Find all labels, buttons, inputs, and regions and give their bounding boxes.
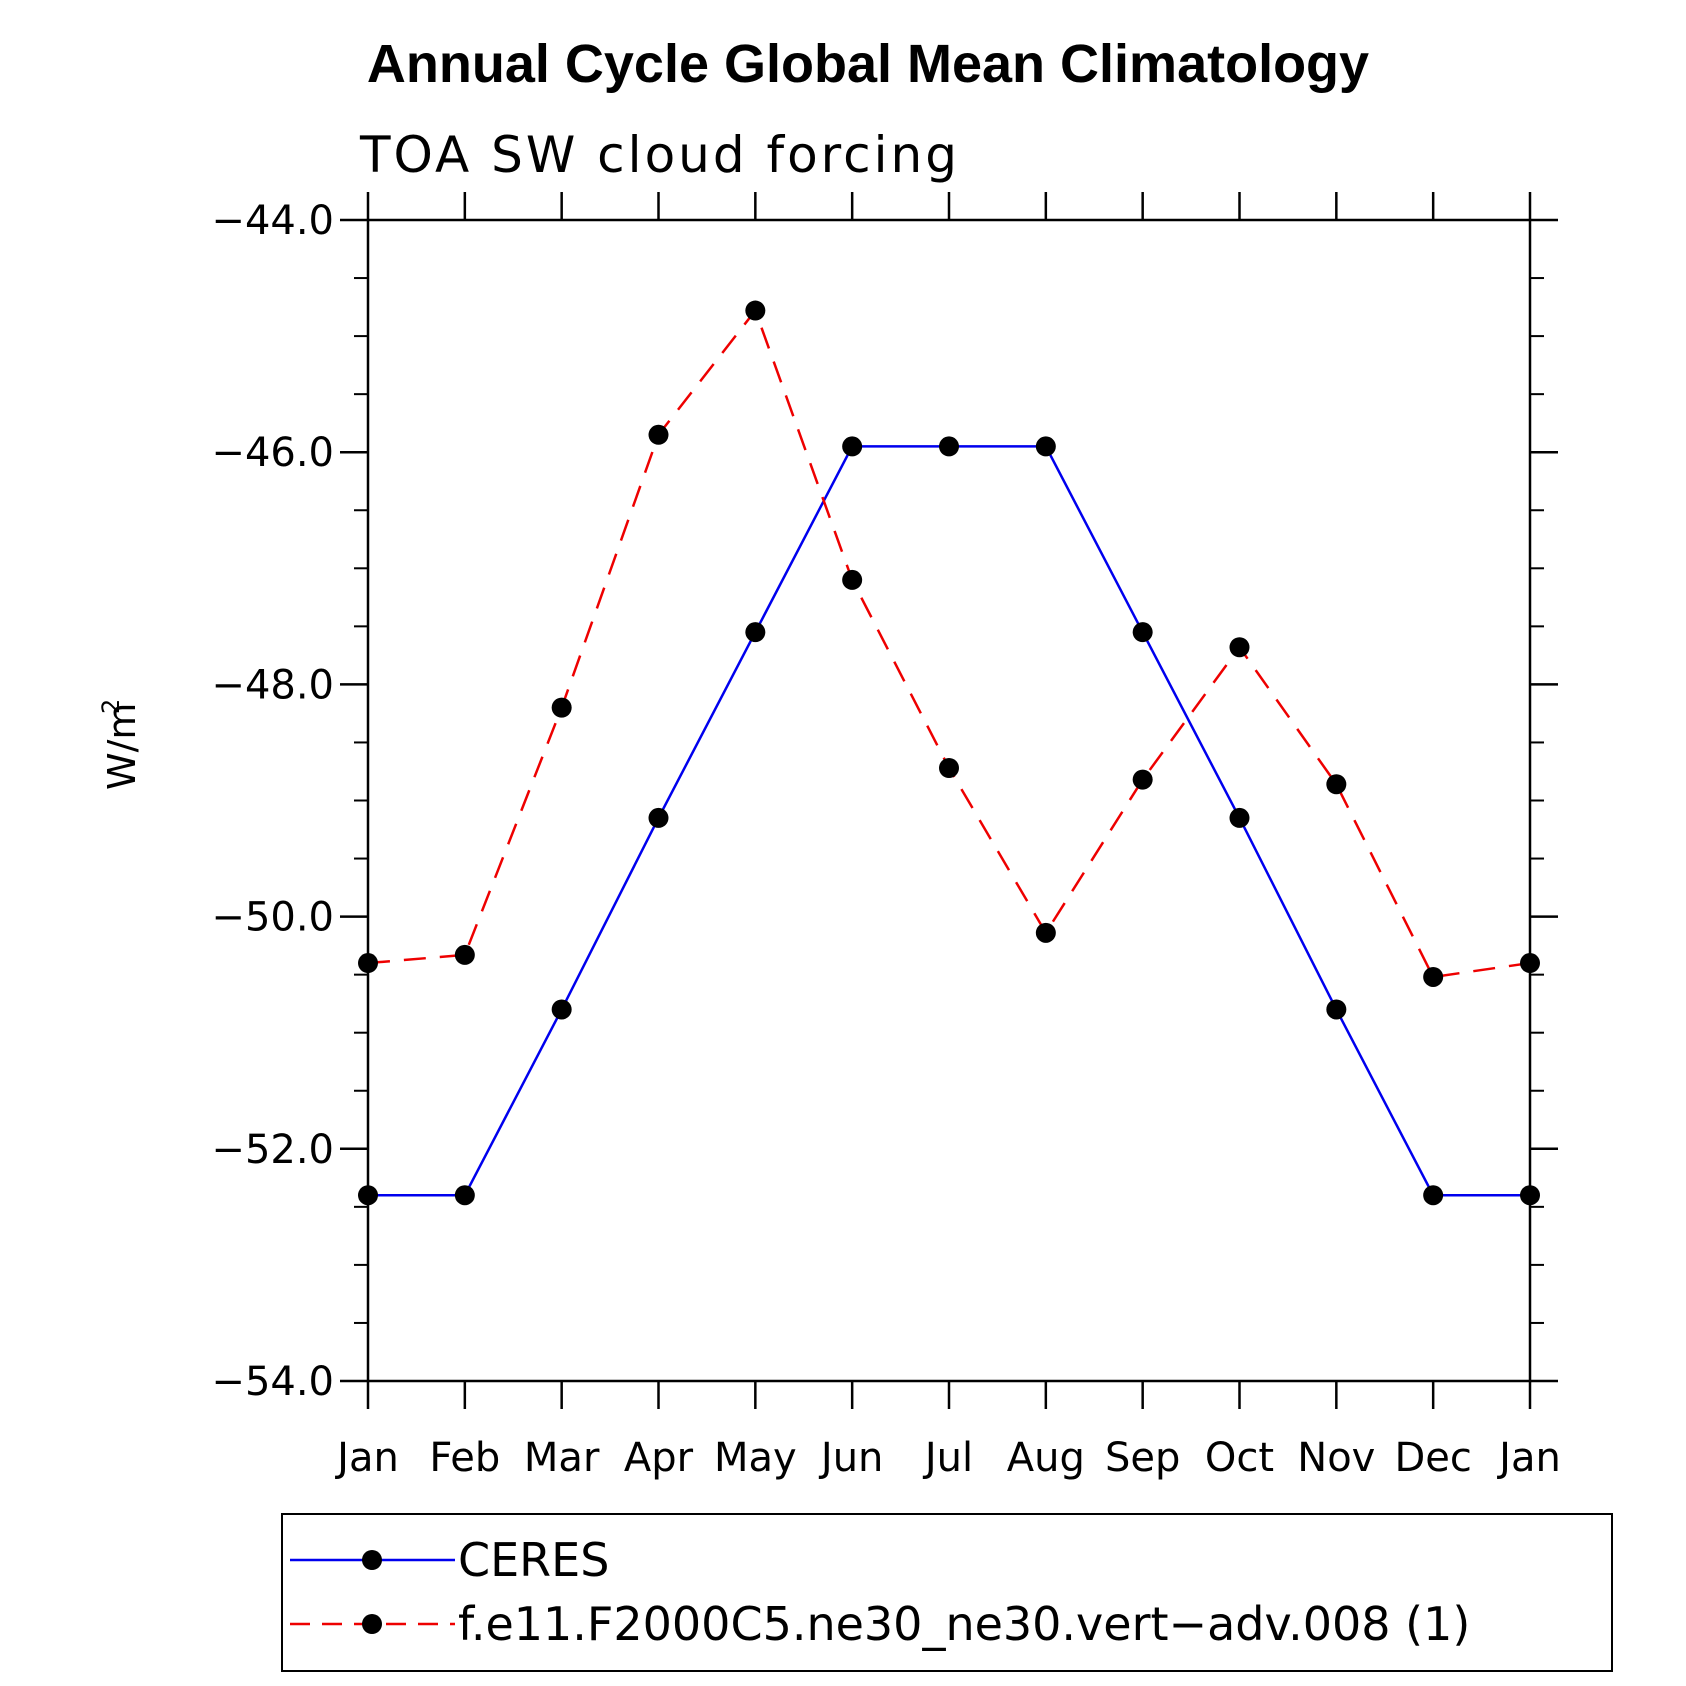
data-point (648, 424, 669, 445)
data-point (939, 757, 959, 778)
legend-items: CERES f.e11.F2000C5.ne30_ne30.vert−adv.00… (290, 1533, 1470, 1651)
chart-subtitle: TOA SW cloud forcing (359, 126, 960, 184)
data-point (1132, 769, 1153, 790)
data-point (1229, 807, 1250, 828)
data-point (1520, 953, 1540, 974)
legend-marker-0 (362, 1550, 382, 1570)
legend-label-0: CERES (458, 1533, 609, 1587)
y-tick-label: −44.0 (211, 198, 334, 244)
data-point (551, 999, 572, 1020)
series-markers (358, 300, 1540, 1206)
x-tick-label: May (714, 1435, 797, 1481)
x-tick-label: Feb (429, 1435, 500, 1481)
axis-ticks (340, 192, 1558, 1409)
data-point (358, 1185, 378, 1206)
data-point (1326, 999, 1347, 1020)
x-tick-label: Jun (818, 1435, 884, 1481)
data-point (1326, 774, 1347, 795)
data-point (454, 944, 475, 965)
data-point (358, 953, 378, 974)
x-tick-label: Oct (1205, 1435, 1274, 1481)
data-point (745, 300, 766, 321)
data-point (1520, 1185, 1540, 1206)
legend-marker-1 (362, 1614, 382, 1634)
data-point (1423, 1185, 1444, 1206)
x-tick-label: Aug (1007, 1435, 1085, 1481)
y-axis-title: W/m 2 (97, 699, 144, 790)
data-point (1423, 966, 1444, 987)
data-point (1132, 622, 1153, 643)
legend: CERES f.e11.F2000C5.ne30_ne30.vert−adv.00… (281, 1513, 1613, 1672)
legend-box (281, 1513, 1613, 1672)
data-point (551, 697, 572, 718)
data-point (648, 807, 669, 828)
y-tick-label: −52.0 (211, 1127, 334, 1173)
y-tick-label: −48.0 (211, 662, 334, 708)
data-point (454, 1185, 475, 1206)
x-tick-label: Sep (1105, 1435, 1180, 1481)
data-point (1229, 637, 1250, 658)
legend-label-1: f.e11.F2000C5.ne30_ne30.vert−adv.008 (1) (458, 1597, 1470, 1651)
series-line-1 (367, 308, 1531, 979)
x-tick-label: Dec (1394, 1435, 1471, 1481)
data-point (1035, 922, 1056, 943)
data-point (1035, 436, 1056, 457)
x-tick-label: Jan (334, 1435, 399, 1481)
x-tick-label: Jan (1496, 1435, 1561, 1481)
y-tick-labels: −54.0 −52.0 −50.0 −48.0 −46.0 −44.0 (211, 198, 334, 1405)
plot-frame (366, 218, 1532, 1383)
x-tick-label: Jul (922, 1435, 973, 1481)
y-tick-label: −50.0 (211, 895, 334, 941)
x-tick-label: Nov (1297, 1435, 1375, 1481)
y-tick-label: −46.0 (211, 430, 334, 476)
chart-title: Annual Cycle Global Mean Climatology (367, 34, 1369, 94)
y-tick-label: −54.0 (211, 1359, 334, 1405)
x-tick-label: Mar (524, 1435, 600, 1481)
x-tick-label: Apr (624, 1435, 694, 1481)
data-point (842, 569, 863, 590)
data-point (939, 436, 959, 457)
data-point (745, 622, 766, 643)
y-axis-label-superscript: 2 (97, 699, 125, 714)
y-axis-label: W/m (100, 703, 144, 790)
x-tick-labels: Jan Feb Mar Apr May Jun Jul Aug Sep Oct Nov Dec Jan (334, 1435, 1561, 1481)
data-point (842, 436, 863, 457)
